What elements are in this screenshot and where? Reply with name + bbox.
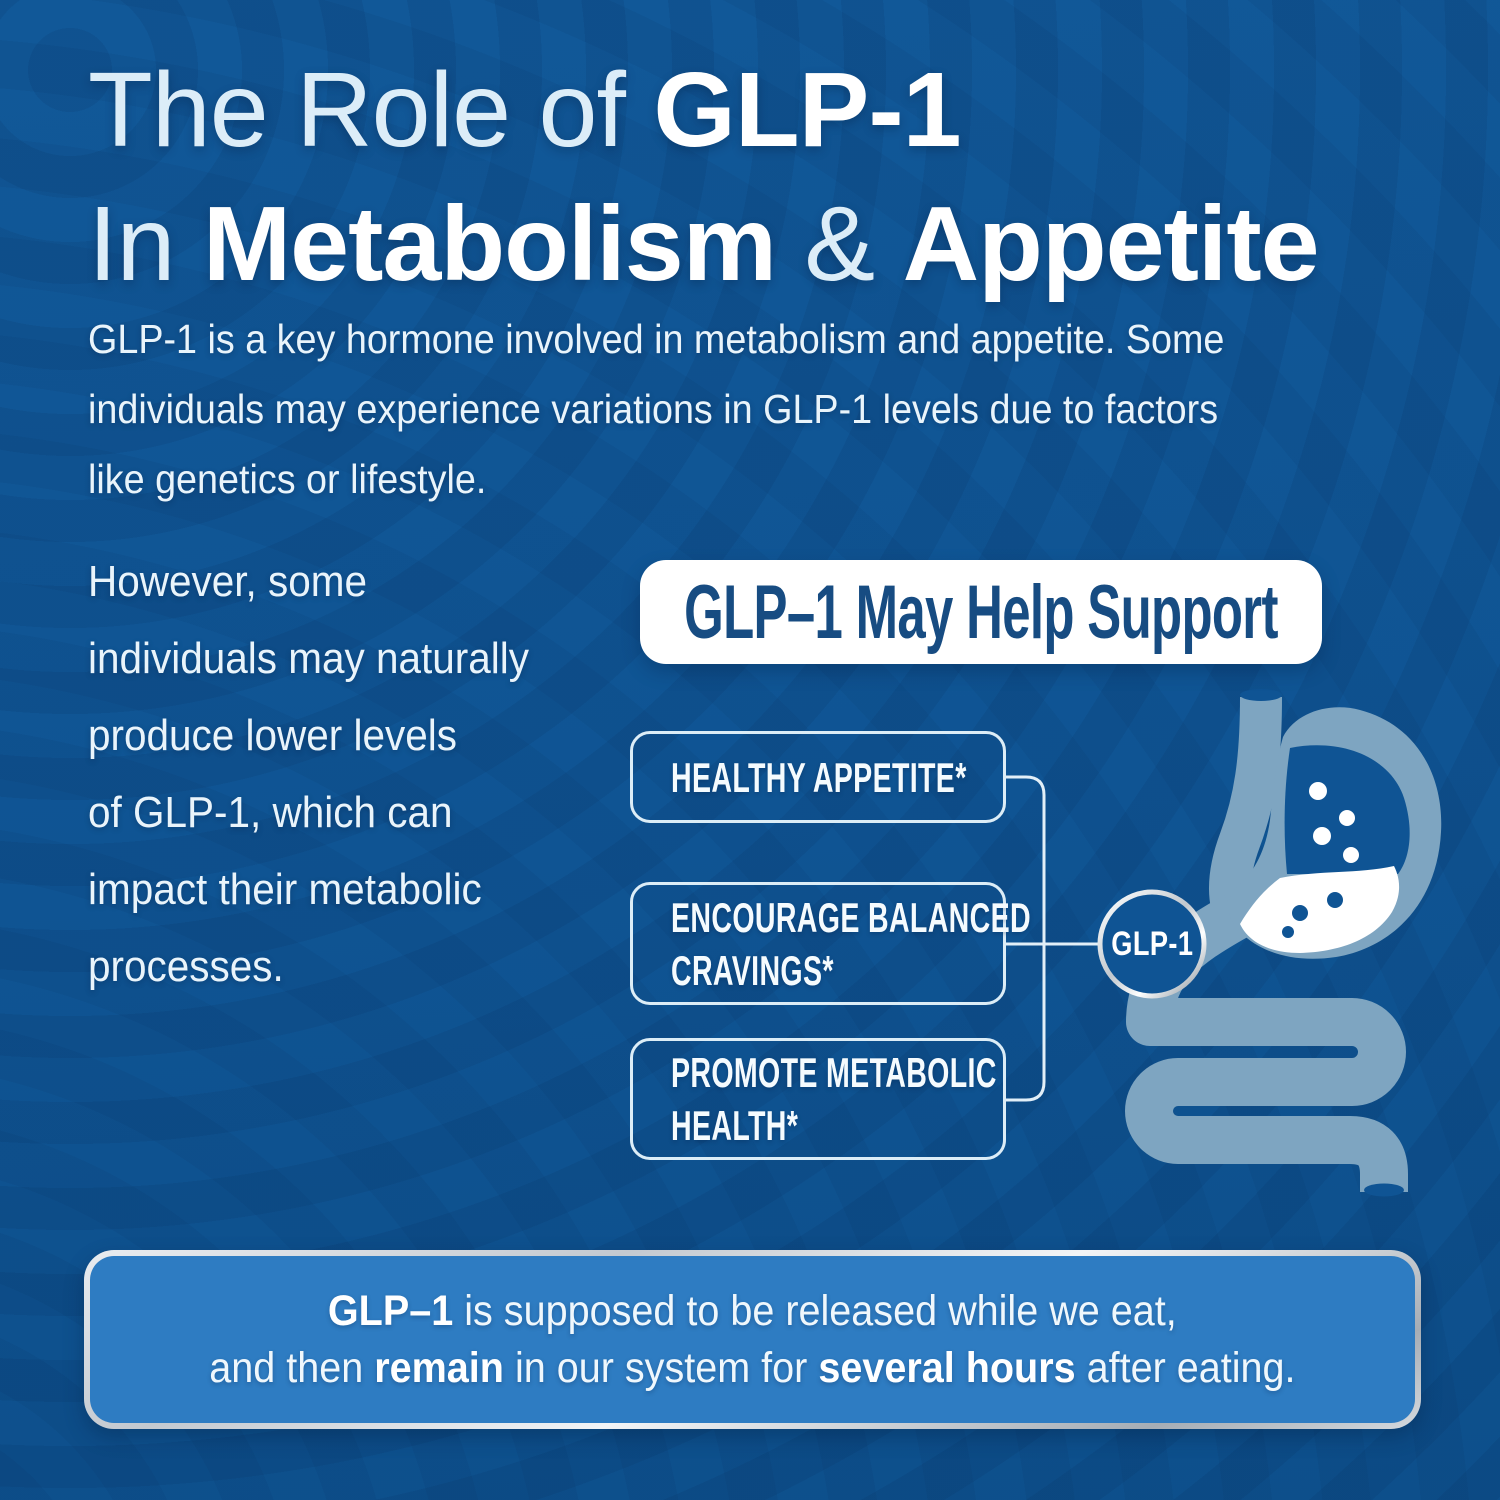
footer-note-box: GLP–1 is supposed to be released while w… (84, 1250, 1421, 1429)
particle-dots-white (1309, 782, 1359, 863)
title-line2-light: In (88, 185, 203, 303)
footer-line1-rest: is supposed to be released while we eat, (453, 1286, 1177, 1335)
aside-line: However, some (88, 543, 567, 620)
benefit-label: HEALTH* (671, 1102, 799, 1149)
support-heading-text: GLP–1 May Help Support (684, 569, 1278, 655)
aside-line: of GLP-1, which can (88, 774, 567, 851)
stomach-contents (1240, 866, 1400, 953)
title-line2-bold2: Appetite (902, 185, 1320, 303)
benefit-label: CRAVINGS* (671, 946, 834, 994)
title-line2-bold1: Metabolism (202, 185, 777, 303)
aside-line-text: impact their metabolic (88, 865, 482, 914)
aside-line-text: However, some (88, 557, 367, 606)
footer-line2-part1: and then (209, 1343, 375, 1392)
benefit-box-metabolic-health: PROMOTE METABOLIC HEALTH* (630, 1038, 1006, 1160)
benefit-box-healthy-appetite: HEALTHY APPETITE* (630, 731, 1006, 823)
aside-line: impact their metabolic (88, 851, 567, 928)
benefit-label: PROMOTE METABOLIC (671, 1049, 997, 1096)
page-title: The Role of GLP-1 In Metabolism & Appeti… (88, 43, 1320, 311)
aside-line: processes. (88, 928, 567, 1005)
glp1-hub-text: GLP-1 (1110, 924, 1194, 963)
title-line-1: The Role of GLP-1 (88, 43, 1319, 177)
glp1-hub-circle (1097, 889, 1207, 999)
glp1-hub-label: GLP-1 (1100, 892, 1204, 996)
footer-line2-bold2: several hours (818, 1343, 1076, 1392)
intro-line: like genetics or lifestyle. (88, 444, 1323, 514)
footer-note-inner: GLP–1 is supposed to be released while w… (90, 1256, 1415, 1423)
esophagus-opening (1240, 689, 1282, 701)
aside-line-text: processes. (88, 942, 284, 991)
benefit-box-balanced-cravings: ENCOURAGE BALANCED CRAVINGS* (630, 882, 1031, 1005)
intro-paragraph: GLP-1 is a key hormone involved in metab… (88, 304, 1323, 514)
aside-line: produce lower levels (88, 697, 567, 774)
esophagus-shape (1209, 696, 1282, 927)
aside-line-text: individuals may naturally (88, 634, 529, 683)
footer-line1-bold: GLP–1 (328, 1286, 454, 1335)
intestine-icon (1125, 895, 1408, 1198)
intro-line: individuals may experience variations in… (88, 374, 1323, 444)
footer-line-1: GLP–1 is supposed to be released while w… (328, 1283, 1177, 1340)
connector-lines (1006, 775, 1100, 1102)
aside-paragraph: However, some individuals may naturally … (88, 543, 567, 1005)
title-line1-bold: GLP-1 (653, 51, 961, 169)
title-line2-amp: & (775, 185, 903, 303)
footer-line2-part2: in our system for (504, 1343, 819, 1392)
title-line-2: In Metabolism & Appetite (88, 177, 1320, 311)
intro-line-text: GLP-1 is a key hormone involved in metab… (88, 316, 1225, 362)
footer-line2-part3: after eating. (1075, 1343, 1296, 1392)
aside-line-text: of GLP-1, which can (88, 788, 453, 837)
aside-line: individuals may naturally (88, 620, 567, 697)
particle-dots-dark (1282, 892, 1343, 938)
benefit-label: ENCOURAGE BALANCED (671, 893, 1031, 941)
intestine-opening (1364, 1183, 1404, 1197)
footer-line-2: and then remain in our system for severa… (209, 1340, 1295, 1397)
support-heading-pill: GLP–1 May Help Support (640, 560, 1322, 664)
footer-line2-bold1: remain (374, 1343, 505, 1392)
benefit-label: HEALTHY APPETITE* (671, 753, 967, 801)
stomach-icon (1125, 689, 1442, 1198)
intro-line-text: individuals may experience variations in… (88, 386, 1219, 432)
intro-line: GLP-1 is a key hormone involved in metab… (88, 304, 1323, 374)
aside-line-text: produce lower levels (88, 711, 458, 760)
title-line1-light: The Role of (88, 51, 654, 169)
intro-line-text: like genetics or lifestyle. (88, 456, 487, 502)
